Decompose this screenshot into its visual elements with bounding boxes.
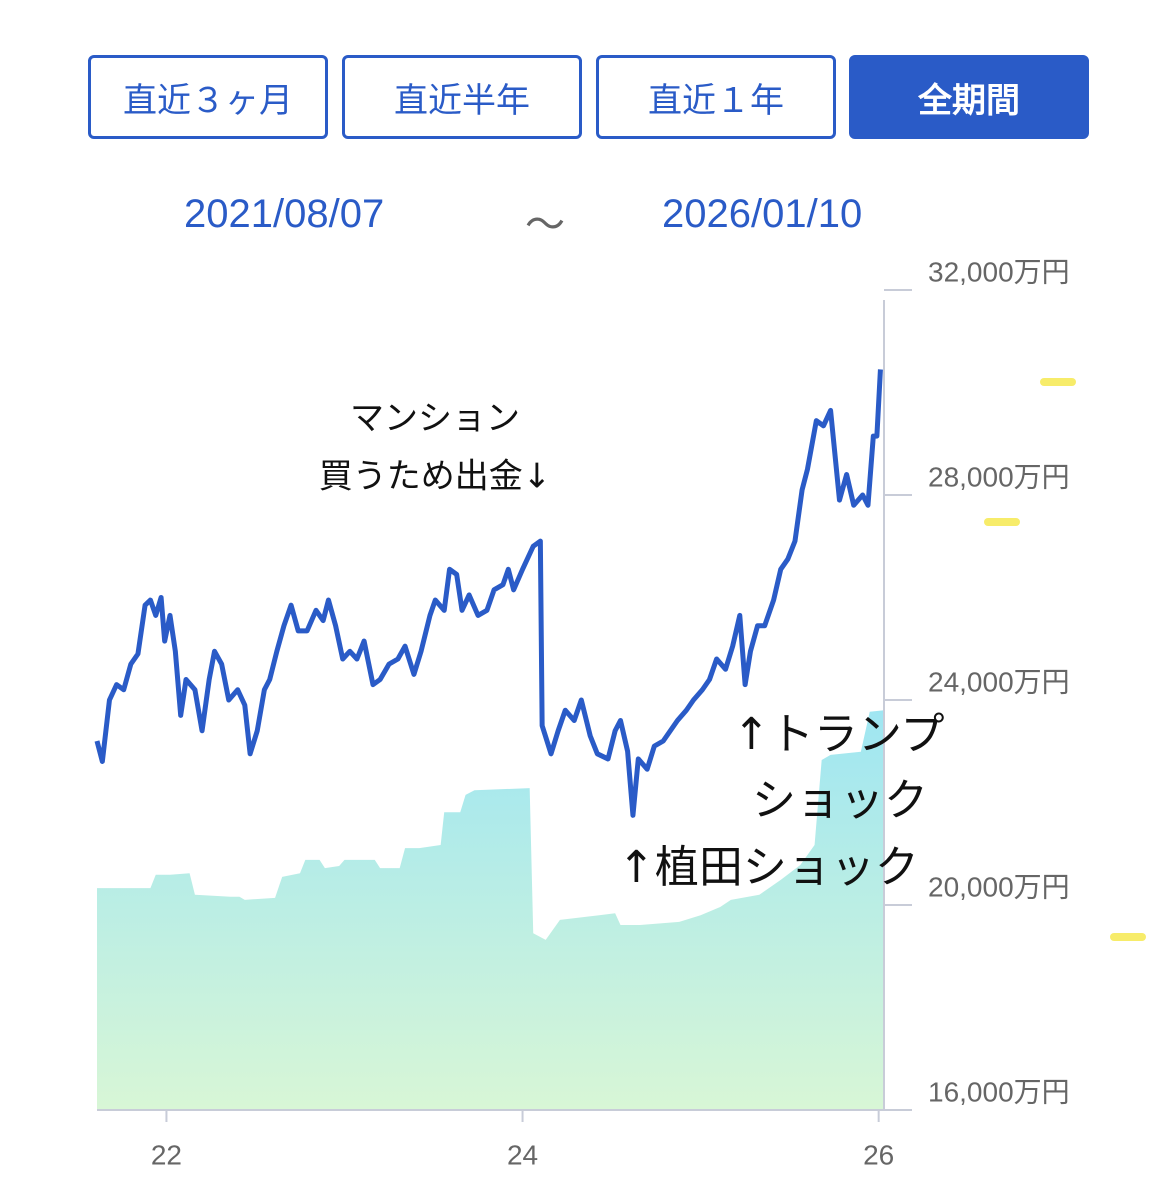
annotation: ↑植田ショック (618, 842, 919, 893)
y-tick-label: 24,000万円 (928, 666, 1070, 697)
highlight (1110, 933, 1146, 941)
end-date: 2026/01/10 (662, 192, 863, 236)
y-tick-label: 16,000万円 (928, 1076, 1070, 1107)
annotation: ↑トランプ (733, 709, 945, 760)
annotation: ショック (752, 775, 928, 826)
range-button[interactable]: 直近半年 (342, 55, 582, 139)
y-tick-label: 28,000万円 (928, 461, 1070, 492)
x-tick-label: 22 (151, 1139, 182, 1170)
annotation: 買うため出金↓ (319, 457, 552, 497)
line (94, 369, 883, 818)
area (97, 710, 884, 1110)
x-tick-label: 26 (863, 1139, 894, 1170)
y-tick-label: 32,000万円 (928, 256, 1070, 287)
separator: ～ (525, 203, 565, 247)
x-tick-label: 24 (507, 1139, 538, 1170)
range-button[interactable]: 直近１年 (596, 55, 836, 139)
range-button[interactable]: 直近３ヶ月 (88, 55, 328, 139)
highlight (1040, 378, 1076, 386)
annotation: マンション (350, 399, 520, 439)
range-button[interactable]: 全期間 (849, 55, 1089, 139)
y-tick-label: 20,000万円 (928, 871, 1070, 902)
highlight (984, 518, 1020, 526)
start-date: 2021/08/07 (184, 192, 385, 236)
